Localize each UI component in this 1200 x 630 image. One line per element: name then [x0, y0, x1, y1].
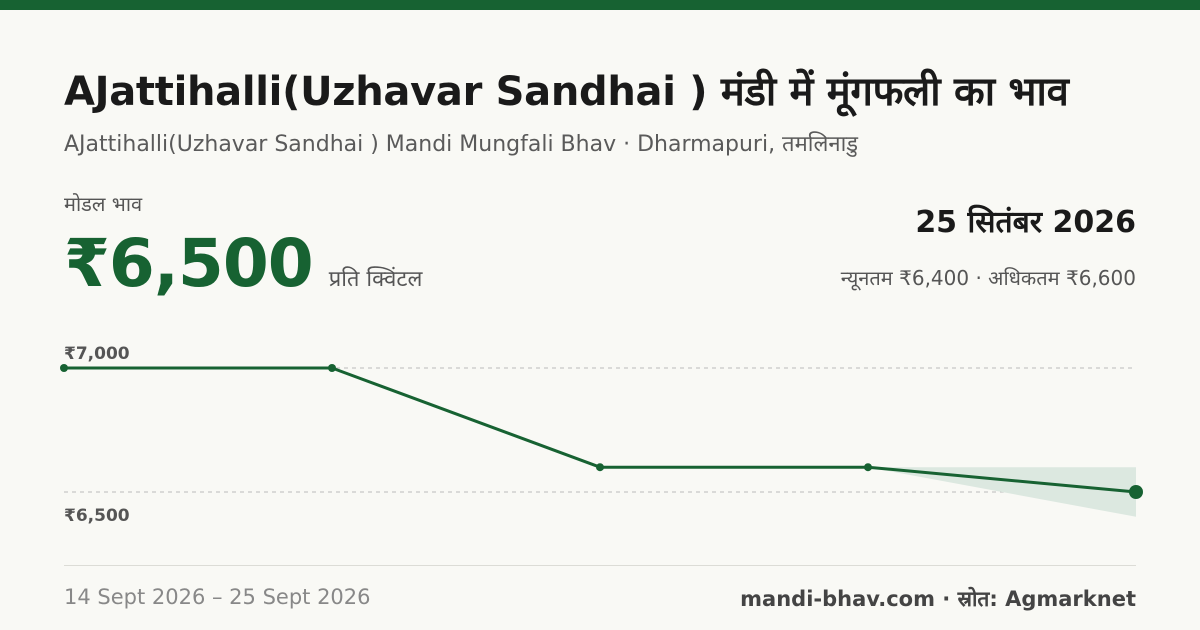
date-range: 14 Sept 2026 – 25 Sept 2026 — [64, 585, 371, 609]
y-tick-label: ₹7,000 — [64, 344, 130, 364]
modal-price-value: ₹6,500 — [64, 225, 314, 302]
top-accent-bar — [0, 0, 1200, 10]
data-point — [328, 364, 336, 372]
footer-divider — [64, 565, 1136, 566]
modal-price-label: मोडल भाव — [64, 192, 143, 216]
data-point — [864, 463, 872, 472]
source-credit: mandi-bhav.com · स्रोत: Agmarknet — [740, 587, 1136, 611]
price-trend-chart: ₹7,000 ₹6,500 — [60, 344, 1143, 526]
price-date: 25 सितंबर 2026 — [915, 205, 1136, 240]
min-max-range-band — [868, 467, 1136, 517]
price-unit: प्रति क्विंटल — [328, 267, 423, 292]
y-tick-label: ₹6,500 — [64, 506, 130, 526]
page-subtitle: AJattihalli(Uzhavar Sandhai ) Mandi Mung… — [64, 132, 859, 157]
data-point — [596, 463, 604, 472]
min-max-price: न्यूनतम ₹6,400 · अधिकतम ₹6,600 — [840, 266, 1136, 290]
latest-data-point — [1129, 485, 1143, 499]
data-point — [60, 364, 68, 372]
page-title: AJattihalli(Uzhavar Sandhai ) मंडी में म… — [64, 69, 1069, 115]
price-row: ₹6,500 प्रति क्विंटल — [64, 225, 422, 302]
